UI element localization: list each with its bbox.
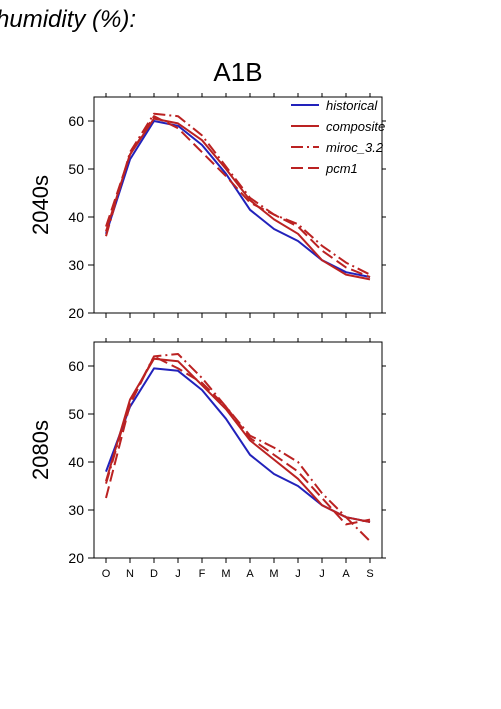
y-tick-label: 40 [68,209,84,225]
y-tick-label: 20 [68,305,84,321]
series-line-pcm1 [105,355,371,526]
x-tick-label: A [246,568,254,580]
legend-label: historical [326,98,378,113]
legend: historical composite miroc_3.2 pcm1 [291,98,385,176]
x-tick-label: A [342,568,350,580]
x-tick-label: J [295,568,301,580]
y-tick-label: 30 [68,257,84,273]
series-line-composite [105,117,371,281]
x-tick-label: F [199,568,206,580]
row-label: 2040s [28,175,53,235]
legend-label: miroc_3.2 [326,140,384,155]
series-line-historical [105,367,371,523]
figure-title: humidity (%): [0,6,136,33]
x-tick-label: M [221,568,230,580]
plot-frame [93,341,383,559]
legend-label: composite [326,119,385,134]
legend-label: pcm1 [325,161,358,176]
x-tick-label: D [150,568,158,580]
x-tick-label: M [269,568,278,580]
panel-2040s: 20 30 40 50 60 2040s [28,93,386,321]
panel-2080s: 20 30 40 50 60 O N D J F M A M J J A S 2080s [28,338,386,580]
y-tick-label: 60 [68,113,84,129]
y-tick-label: 20 [68,550,84,566]
x-tick-label: O [102,568,111,580]
row-label: 2080s [28,420,53,480]
x-tick-label: N [126,568,134,580]
plot-frame [93,96,383,314]
x-tick-label: J [175,568,181,580]
y-tick-label: 60 [68,358,84,374]
y-tick-label: 50 [68,406,84,422]
series-line-pcm1 [105,115,371,278]
x-tick-label: S [366,568,373,580]
scenario-title: A1B [213,57,262,87]
y-tick-label: 40 [68,454,84,470]
series-line-miroc-3-2 [105,112,371,276]
x-tick-label: J [319,568,325,580]
y-tick-label: 50 [68,161,84,177]
y-tick-label: 30 [68,502,84,518]
